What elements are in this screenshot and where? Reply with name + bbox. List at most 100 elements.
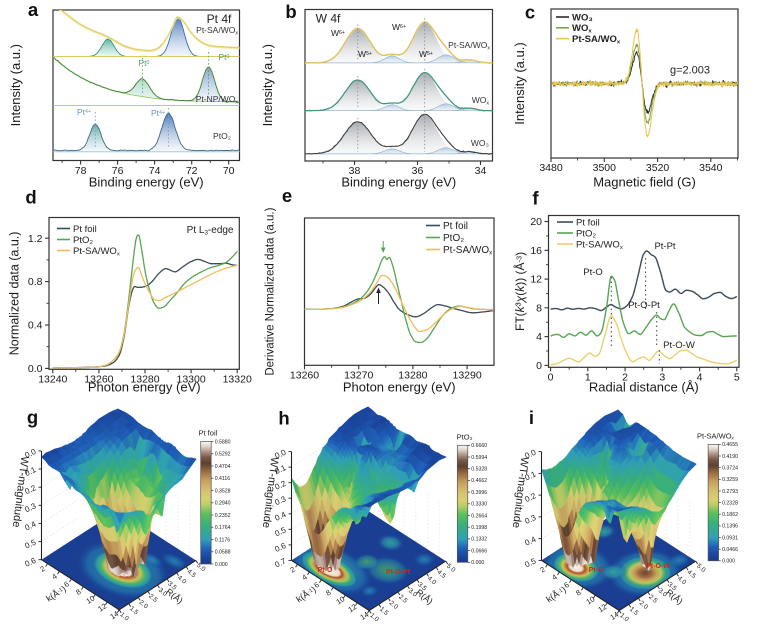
svg-text:Pt-SA/WOx​: Pt-SA/WOx​ — [443, 245, 493, 257]
svg-text:Pt-NP/WOx​: Pt-NP/WOx​ — [196, 94, 239, 105]
svg-text:0.2: 0.2 — [523, 491, 537, 504]
svg-text:Pt-O-W: Pt-O-W — [663, 340, 695, 351]
svg-text:0.5: 0.5 — [23, 538, 37, 551]
svg-text:0.4662: 0.4662 — [471, 478, 487, 484]
svg-text:f: f — [532, 188, 539, 209]
svg-text:0: 0 — [548, 371, 554, 383]
svg-text:2: 2 — [622, 371, 628, 383]
svg-text:0.2664: 0.2664 — [471, 513, 487, 519]
svg-text:Pt foil: Pt foil — [443, 221, 468, 232]
svg-text:0.1862: 0.1862 — [722, 512, 738, 518]
svg-text:0.4116: 0.4116 — [215, 476, 231, 482]
svg-text:1.5: 1.5 — [628, 606, 640, 617]
svg-text:g: g — [27, 407, 38, 428]
svg-text:10: 10 — [584, 594, 596, 606]
svg-text:4: 4 — [550, 572, 558, 582]
svg-text:Pt-O-Pt: Pt-O-Pt — [386, 569, 411, 576]
svg-text:PtO₂: PtO₂ — [213, 131, 231, 141]
svg-text:0.5880: 0.5880 — [215, 439, 231, 445]
svg-text:4.5: 4.5 — [686, 569, 698, 580]
svg-text:8: 8 — [74, 587, 82, 597]
svg-text:38: 38 — [349, 165, 361, 177]
svg-text:0: 0 — [536, 360, 542, 372]
svg-text:4.5: 4.5 — [436, 569, 448, 580]
svg-text:Photon energy (eV): Photon energy (eV) — [343, 380, 456, 395]
svg-text:3520: 3520 — [646, 162, 670, 174]
svg-text:0.000: 0.000 — [215, 562, 228, 568]
svg-text:Pt-Pt: Pt-Pt — [654, 241, 675, 252]
svg-text:0.1: 0.1 — [523, 469, 537, 482]
svg-text:0.3330: 0.3330 — [471, 502, 487, 508]
svg-text:0.0: 0.0 — [28, 363, 43, 375]
svg-text:Pt0​: Pt0​ — [139, 58, 150, 68]
svg-text:0.3724: 0.3724 — [722, 466, 738, 472]
svg-text:5: 5 — [734, 371, 740, 383]
svg-text:3.0: 3.0 — [657, 587, 669, 598]
svg-text:e: e — [282, 185, 292, 206]
svg-text:13300: 13300 — [176, 373, 205, 385]
svg-text:5.0: 5.0 — [195, 562, 207, 573]
svg-text:78: 78 — [75, 165, 87, 177]
svg-text:0.1: 0.1 — [23, 465, 37, 478]
svg-text:Binding energy (eV): Binding energy (eV) — [89, 175, 204, 190]
svg-text:b: b — [285, 1, 296, 22]
svg-text:0.000: 0.000 — [471, 560, 484, 566]
svg-text:0.3528: 0.3528 — [215, 488, 231, 494]
svg-text:W5+​: W5+​ — [419, 49, 433, 59]
svg-text:6: 6 — [312, 580, 320, 590]
svg-text:Radial distance (Å): Radial distance (Å) — [589, 380, 699, 395]
svg-text:Pt-SA/WOx​: Pt-SA/WOx​ — [576, 239, 623, 250]
svg-text:0.3259: 0.3259 — [722, 477, 738, 483]
svg-text:2: 2 — [538, 565, 546, 575]
svg-text:0.3: 0.3 — [523, 513, 537, 526]
svg-text:WO₃: WO₃ — [471, 138, 489, 148]
svg-text:8: 8 — [324, 588, 332, 598]
svg-text:12: 12 — [596, 602, 608, 614]
svg-text:4: 4 — [50, 572, 58, 582]
svg-text:20: 20 — [530, 216, 542, 228]
svg-text:Pt0​: Pt0​ — [219, 52, 230, 62]
svg-text:1.0: 1.0 — [118, 611, 130, 622]
svg-text:FT(k³χ(k)) (Å-3​): FT(k³χ(k)) (Å-3​) — [512, 252, 527, 331]
svg-text:0.0: 0.0 — [273, 448, 287, 461]
svg-text:0.0: 0.0 — [23, 447, 37, 460]
svg-text:4.5: 4.5 — [186, 568, 198, 579]
svg-text:3.5: 3.5 — [166, 580, 178, 591]
svg-text:Pt4+​: Pt4+​ — [151, 108, 165, 118]
svg-text:14: 14 — [108, 609, 120, 621]
svg-text:Intensity (a.u.): Intensity (a.u.) — [260, 44, 275, 126]
svg-text:13240: 13240 — [38, 373, 67, 385]
svg-text:70: 70 — [223, 165, 235, 177]
svg-text:Pt-SA/WOx​: Pt-SA/WOx​ — [196, 25, 238, 36]
svg-text:0.2940: 0.2940 — [215, 501, 231, 507]
svg-text:0.5994: 0.5994 — [471, 455, 487, 461]
svg-text:Photon energy (eV): Photon energy (eV) — [88, 380, 201, 395]
svg-text:0.0466: 0.0466 — [722, 547, 738, 553]
svg-text:W6+​: W6+​ — [392, 22, 406, 32]
svg-text:0.6660: 0.6660 — [471, 443, 487, 449]
svg-text:Pt-O-W: Pt-O-W — [646, 563, 670, 570]
svg-text:Pt foil: Pt foil — [73, 224, 97, 235]
svg-text:0.4190: 0.4190 — [722, 454, 738, 460]
svg-text:1: 1 — [585, 371, 591, 383]
svg-text:Pt-SA/WOx​: Pt-SA/WOx​ — [448, 40, 490, 51]
svg-text:4.0: 4.0 — [426, 575, 438, 586]
svg-text:g=2.003: g=2.003 — [670, 65, 710, 77]
svg-text:0.5292: 0.5292 — [215, 452, 231, 458]
svg-text:34: 34 — [475, 165, 487, 177]
svg-text:0.5: 0.5 — [523, 556, 537, 569]
svg-text:13270: 13270 — [344, 369, 373, 381]
svg-text:0.4655: 0.4655 — [722, 442, 738, 448]
svg-text:i: i — [529, 407, 534, 428]
svg-text:W6+​: W6+​ — [331, 28, 345, 38]
svg-text:13280: 13280 — [398, 369, 427, 381]
svg-text:WOx​: WOx​ — [572, 23, 592, 34]
svg-text:0.1764: 0.1764 — [215, 525, 231, 531]
svg-text:0.1396: 0.1396 — [722, 524, 738, 530]
svg-text:1.5: 1.5 — [378, 606, 390, 617]
svg-text:4.0: 4.0 — [176, 574, 188, 585]
svg-text:0.2793: 0.2793 — [722, 489, 738, 495]
svg-text:h: h — [278, 408, 289, 429]
svg-text:4: 4 — [300, 572, 308, 582]
svg-text:10: 10 — [334, 594, 346, 606]
